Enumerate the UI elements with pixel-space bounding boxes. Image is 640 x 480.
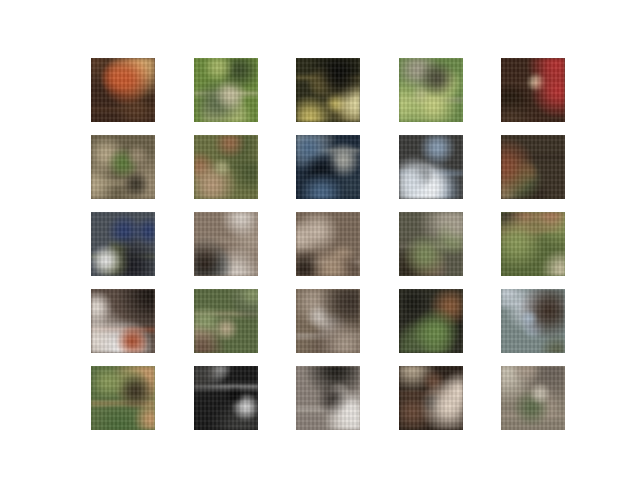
sample-image-tile [501,212,565,276]
sample-image-tile [193,58,258,122]
sample-image-tile [193,135,258,199]
sample-image-tile [91,135,155,199]
sample-image-tile [296,289,360,353]
sample-image-tile [398,289,463,353]
sample-image-tile [193,289,258,353]
sample-image-tile [501,135,565,199]
sample-image-tile [398,212,463,276]
sample-image-tile [91,289,155,353]
sample-image-tile [296,212,360,276]
sample-image-tile [296,135,360,199]
sample-image-tile [398,58,463,122]
sample-image-tile [501,366,565,430]
sample-image-tile [91,58,155,122]
sample-image-tile [501,289,565,353]
sample-image-tile [91,366,155,430]
sample-image-tile [296,366,360,430]
sample-image-tile [91,212,155,276]
sample-image-tile [193,366,258,430]
sample-image-tile [398,135,463,199]
sample-image-tile [398,366,463,430]
sample-image-tile [193,212,258,276]
sample-image-tile [296,58,360,122]
image-grid [91,58,565,430]
sample-image-tile [501,58,565,122]
